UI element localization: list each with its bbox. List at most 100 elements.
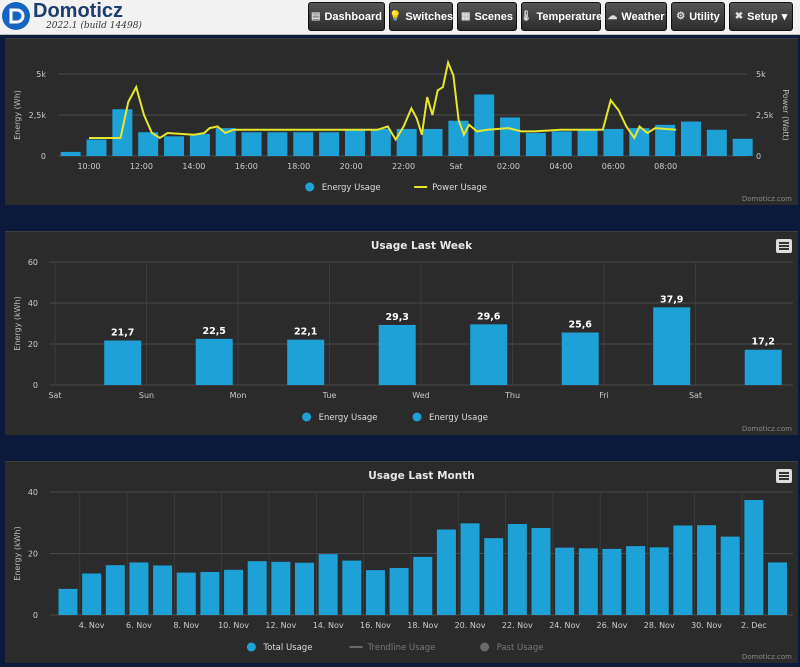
legend-item: Energy Usage <box>319 413 378 423</box>
scenes-icon: ▦ <box>461 11 471 22</box>
energy-bar <box>344 128 365 156</box>
energy-bar <box>241 132 262 156</box>
x-tick-label: 14:00 <box>182 162 205 171</box>
x-tick-label: 18. Nov <box>407 621 438 630</box>
month-bar <box>626 546 646 615</box>
energy-bar <box>86 139 107 156</box>
x-tick-label: 26. Nov <box>597 621 628 630</box>
month-bar <box>436 529 456 615</box>
month-bar <box>697 525 717 615</box>
energy-bar <box>448 120 469 156</box>
x-tick-label: 22. Nov <box>502 621 533 630</box>
chart-credit[interactable]: Domoticz.com <box>741 653 792 661</box>
bar-data-label: 17,2 <box>751 337 774 348</box>
week-bar <box>561 332 599 385</box>
x-tick-label: Sun <box>139 391 154 400</box>
bar-data-label: 29,6 <box>477 311 501 322</box>
legend-item: Past Usage <box>497 643 544 653</box>
x-tick-label: 14. Nov <box>313 621 344 630</box>
month-bar <box>247 561 267 615</box>
nav-dashboard-button[interactable]: ▤ Dashboard <box>308 2 385 31</box>
legend-marker <box>480 642 490 652</box>
energy-bar <box>551 131 572 156</box>
x-tick-label: 10. Nov <box>218 621 249 630</box>
y-axis-label: Energy (kWh) <box>13 296 22 350</box>
legend-item: Total Usage <box>262 643 312 653</box>
bar-data-label: 37,9 <box>660 294 683 305</box>
chevron-down-icon: ▾ <box>781 11 788 23</box>
month-bar <box>82 573 102 615</box>
x-tick-label: 2. Dec <box>741 621 767 630</box>
x-tick-label: Tue <box>322 391 337 400</box>
y-right-tick-label: 5k <box>756 70 766 79</box>
nav-setup-button[interactable]: ✖ Setup ▾ <box>729 2 793 31</box>
energy-bar <box>500 117 521 156</box>
x-tick-label: 20:00 <box>340 162 363 171</box>
x-tick-label: Sat <box>449 162 462 171</box>
energy-bar <box>629 128 650 156</box>
power-line <box>89 59 677 142</box>
month-bar <box>224 569 244 615</box>
domoticz-logo-icon[interactable] <box>2 2 30 30</box>
x-tick-label: Fri <box>599 391 609 400</box>
chart-menu-button[interactable] <box>776 239 792 253</box>
energy-bar <box>422 128 443 156</box>
week-bar <box>378 324 416 385</box>
nav-switches-button[interactable]: 💡 Switches <box>389 2 453 31</box>
energy-bar <box>525 133 546 156</box>
nav-scenes-button[interactable]: ▦ Scenes <box>457 2 517 31</box>
nav-label: Weather <box>621 10 665 23</box>
energy-bar <box>138 132 159 156</box>
month-energy-chart: Usage Last Month 0 20 40 Energy (kWh) 4. Nov 6… <box>13 470 793 653</box>
legend-item: Trendline Usage <box>367 643 436 653</box>
legend-marker <box>305 182 315 192</box>
today-chart-panel: 0 0 2,5k 2,5k 5k 5k 10:00 12:00 14:00 16:00 18:00 2… <box>5 38 798 205</box>
app-name: Domoticz <box>33 0 123 22</box>
month-bar <box>271 561 291 615</box>
legend-marker <box>246 642 256 652</box>
month-bar <box>578 548 598 615</box>
y-tick-label: 0 <box>33 381 38 390</box>
y-tick-label: 20 <box>28 340 38 349</box>
wrench-icon: ✖ <box>734 11 744 22</box>
bar-data-label: 22,5 <box>202 326 225 337</box>
chart-menu-button[interactable] <box>776 469 792 483</box>
y-right-tick-label: 2,5k <box>756 111 774 120</box>
x-tick-label: 10:00 <box>77 162 100 171</box>
energy-bar <box>603 128 624 156</box>
month-bar <box>176 572 196 615</box>
month-bar <box>295 562 314 615</box>
x-tick-label: 12. Nov <box>265 621 296 630</box>
y-tick-label: 40 <box>28 299 38 308</box>
month-bar <box>507 523 527 615</box>
energy-bar <box>655 124 676 156</box>
month-chart-panel: Usage Last Month 0 20 40 Energy (kWh) 4. Nov 6… <box>5 461 798 663</box>
nav-label: Utility <box>689 10 720 23</box>
month-bar <box>153 565 173 615</box>
bar-data-label: 29,3 <box>385 312 408 323</box>
y-tick-label: 20 <box>28 550 38 559</box>
y-tick-label: 60 <box>28 258 38 267</box>
chart-credit[interactable]: Domoticz.com <box>741 195 792 203</box>
energy-bar <box>267 132 288 156</box>
month-bar <box>744 499 764 615</box>
nav-temperature-button[interactable]: 🌡 Temperature <box>520 2 603 31</box>
x-tick-label: 12:00 <box>130 162 153 171</box>
chart-credit[interactable]: Domoticz.com <box>741 425 792 433</box>
nav-utility-button[interactable]: ⚙ Utility <box>671 2 725 31</box>
nav-label: Dashboard <box>324 10 382 23</box>
x-tick-label: 30. Nov <box>691 621 722 630</box>
month-bar <box>673 525 693 615</box>
nav-label: Temperature <box>536 10 603 23</box>
week-bar <box>195 338 233 385</box>
legend-item: Energy Usage <box>322 183 381 193</box>
nav-weather-button[interactable]: ☁ Weather <box>605 2 667 31</box>
y-tick-label: 40 <box>28 488 38 497</box>
nav-label: Setup <box>747 10 778 23</box>
energy-bar <box>215 128 236 156</box>
y-axis-label: Energy (Wh) <box>13 90 22 140</box>
x-tick-label: 28. Nov <box>644 621 675 630</box>
month-bar <box>555 547 575 615</box>
y-axis-label: Energy (kWh) <box>13 526 22 580</box>
energy-bar <box>60 151 81 156</box>
